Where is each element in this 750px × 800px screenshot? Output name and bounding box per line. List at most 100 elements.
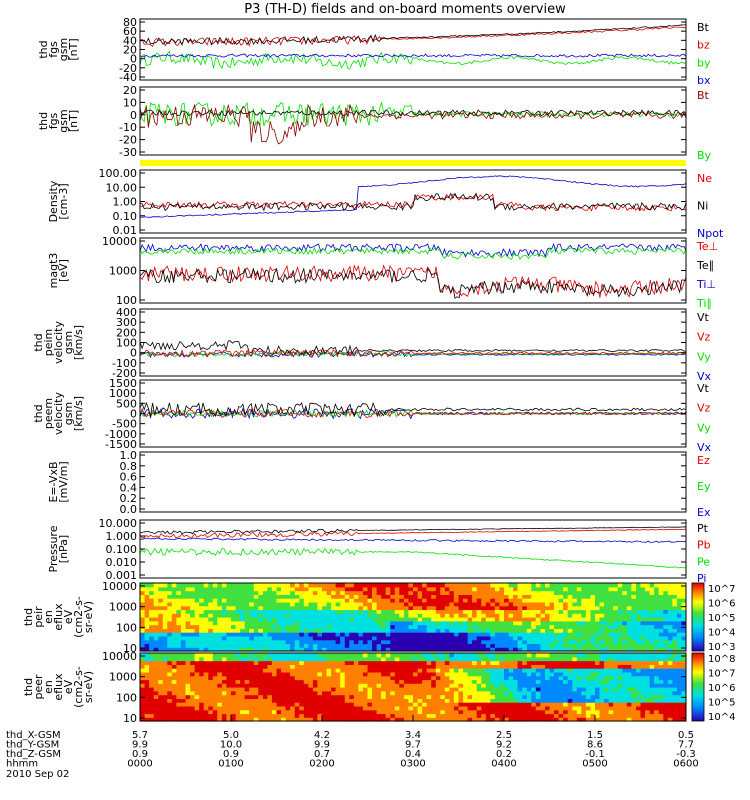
spectrogram-cell <box>349 717 355 722</box>
spectrogram-cell <box>331 635 337 641</box>
spectrogram-cell <box>344 717 350 722</box>
spectrogram-cell <box>262 583 268 588</box>
spectrogram-cell <box>399 698 405 703</box>
spectrogram-cell <box>504 713 510 718</box>
spectrogram-cell <box>394 675 400 681</box>
spectrogram-cell <box>504 632 510 637</box>
spectrogram-cell <box>458 643 464 648</box>
spectrogram-cell <box>385 653 391 658</box>
spectrogram-cell <box>472 653 478 658</box>
spectrogram-cell <box>217 698 223 703</box>
spectrogram-cell <box>649 694 655 699</box>
spectrogram-cell <box>190 647 196 652</box>
spectrogram-cell <box>649 609 655 614</box>
spectrogram-cell <box>435 698 441 703</box>
spectrogram-cell <box>531 705 537 711</box>
spectrogram-cell <box>444 624 450 629</box>
spectrogram-cell <box>312 679 318 684</box>
spectrogram-cell <box>545 601 551 607</box>
spectrogram-cell <box>567 639 573 645</box>
spectrogram-cell <box>322 705 328 711</box>
y-tick-label: 1000 <box>109 387 137 400</box>
spectrogram-cell <box>271 609 277 614</box>
spectrogram-cell <box>226 679 232 684</box>
y-axis-label: thd <box>37 40 50 58</box>
spectrogram-cell <box>531 656 537 662</box>
spectrogram-cell <box>590 705 596 711</box>
spectrogram-cell <box>331 698 337 703</box>
spectrogram-cell <box>567 671 573 677</box>
spectrogram-cell <box>335 702 341 707</box>
spectrogram-cell <box>308 705 314 711</box>
y-axis-label: fgs <box>47 41 60 58</box>
spectrogram-cell <box>403 713 409 718</box>
spectrogram-cell <box>349 687 355 692</box>
spectrogram-cell <box>531 671 537 677</box>
spectrogram-cell <box>585 709 591 715</box>
bottom-row-label: thd_Y-GSM <box>6 740 59 751</box>
spectrogram-cell <box>212 690 218 696</box>
spectrogram-cell <box>467 635 473 641</box>
spectrogram-cell <box>162 635 168 641</box>
spectrogram-cell <box>481 653 487 658</box>
spectrogram-cell <box>335 717 341 722</box>
spectrogram-cell <box>399 656 405 662</box>
spectrogram-cell <box>413 694 419 699</box>
spectrogram-cell <box>144 635 150 641</box>
spectrogram-cell <box>417 583 423 588</box>
spectrogram-cell <box>149 690 155 696</box>
spectrogram-cell <box>158 605 164 611</box>
spectrogram-cell <box>490 598 496 603</box>
spectrogram-cell <box>508 671 514 677</box>
spectrogram-cell <box>481 598 487 603</box>
spectrogram-cell <box>636 605 642 611</box>
spectrogram-cell <box>481 694 487 699</box>
y-axis-label: (cm2-s- <box>72 666 85 708</box>
spectrogram-cell <box>326 671 332 677</box>
spectrogram-cell <box>399 694 405 699</box>
spectrogram-cell <box>212 594 218 599</box>
spectrogram-cell <box>335 675 341 681</box>
spectrogram-cell <box>331 632 337 637</box>
spectrogram-cell <box>517 690 523 696</box>
spectrogram-cell <box>299 668 305 673</box>
spectrogram-cell <box>654 586 660 592</box>
spectrogram-cell <box>494 624 500 629</box>
spectrogram-cell <box>194 653 200 658</box>
spectrogram-cell <box>349 617 355 622</box>
spectrogram-cell <box>540 624 546 629</box>
spectrogram-cell <box>394 713 400 718</box>
spectrogram-cell <box>199 639 205 645</box>
spectrogram-cell <box>285 653 291 658</box>
spectrogram-cell <box>631 590 637 595</box>
spectrogram-cell <box>394 690 400 696</box>
spectrogram-cell <box>631 671 637 677</box>
spectrogram-cell <box>681 628 687 633</box>
spectrogram-cell <box>599 632 605 637</box>
pressure-series-3 <box>139 526 687 535</box>
spectrogram-cell <box>185 683 191 688</box>
spectrogram-cell <box>308 617 314 622</box>
spectrogram-cell <box>617 617 623 622</box>
spectrogram-cell <box>554 643 560 648</box>
spectrogram-cell <box>390 586 396 592</box>
spectrogram-cell <box>535 590 541 595</box>
spectrogram-cell <box>667 598 673 603</box>
spectrogram-cell <box>513 635 519 641</box>
spectrogram-cell <box>599 668 605 673</box>
spectrogram-cell <box>203 709 209 715</box>
spectrogram-cell <box>645 668 651 673</box>
spectrogram-cell <box>617 713 623 718</box>
spectrogram-cell <box>353 660 359 665</box>
spectrogram-cell <box>376 643 382 648</box>
spectrogram-cell <box>531 702 537 707</box>
spectrogram-cell <box>362 709 368 715</box>
spectrogram-cell <box>649 675 655 681</box>
spectrogram-cell <box>626 702 632 707</box>
spectrogram-cell <box>326 609 332 614</box>
spectrogram-cell <box>367 598 373 603</box>
spectrogram-cell <box>212 628 218 633</box>
spectrogram-cell <box>654 609 660 614</box>
spectrogram-cell <box>267 675 273 681</box>
